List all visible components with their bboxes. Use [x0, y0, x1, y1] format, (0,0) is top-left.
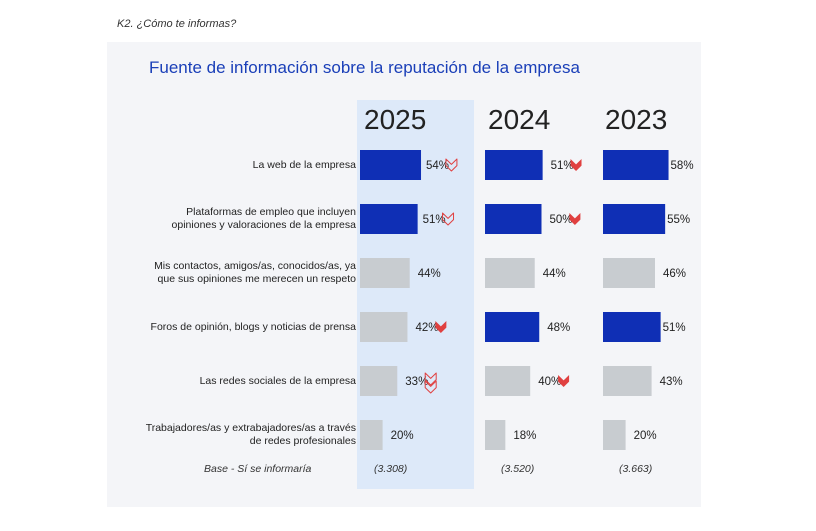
category-label-line: que sus opiniones me merecen un respeto [157, 273, 356, 285]
bar-2025-row-5 [360, 366, 398, 396]
value-label-2025-row-2: 51% [423, 214, 446, 226]
category-label-line: Las redes sociales de la empresa [199, 374, 356, 387]
value-label-2025-row-5: 33% [405, 376, 428, 388]
value-label-2024-row-4: 48% [547, 322, 570, 334]
trend-down-icon [435, 321, 447, 333]
trend-down-icon [442, 212, 455, 226]
bar-2023-row-3 [603, 258, 655, 288]
bar-2024-row-6 [485, 420, 506, 450]
bar-2024-row-1 [485, 150, 543, 180]
trend-down-icon [445, 158, 458, 172]
category-label-4: Foros de opinión, blogs y noticias de pr… [96, 321, 356, 334]
question-label: K2. ¿Cómo te informas? [117, 18, 237, 30]
base-value-2025: (3.308) [374, 463, 408, 475]
category-label-6: Trabajadores/as y extrabajadores/as a tr… [96, 422, 356, 448]
trend-down-icon [558, 375, 570, 387]
category-label-line: de redes profesionales [249, 435, 356, 447]
value-label-2025-row-1: 54% [426, 160, 449, 172]
value-label-2024-row-6: 18% [513, 430, 536, 442]
trend-down-icon [424, 372, 437, 394]
bar-2023-row-1 [603, 150, 669, 180]
base-value-2023: (3.663) [619, 463, 653, 475]
value-label-2024-row-1: 51% [551, 160, 574, 172]
value-label-2025-row-6: 20% [391, 430, 414, 442]
bar-2024-row-3 [485, 258, 535, 288]
bar-2025-row-2 [360, 204, 418, 234]
value-label-2023-row-5: 43% [660, 376, 683, 388]
bar-2025-row-4 [360, 312, 408, 342]
bar-2024-row-2 [485, 204, 542, 234]
value-label-2025-row-4: 42% [415, 322, 438, 334]
base-value-2024: (3.520) [501, 463, 535, 475]
base-label: Base - Sí se informaría [204, 463, 312, 475]
bar-2025-row-6 [360, 420, 383, 450]
category-label-line: Mis contactos, amigos/as, conocidos/as, … [154, 260, 356, 272]
bar-2024-row-4 [485, 312, 540, 342]
value-label-2024-row-3: 44% [543, 268, 566, 280]
category-label-2: Plataformas de empleo que incluyen opinio… [96, 206, 356, 232]
year-header-2025: 2025 [364, 104, 427, 135]
value-label-2023-row-2: 55% [667, 214, 690, 226]
trend-down-icon [570, 159, 582, 171]
value-label-2024-row-5: 40% [538, 376, 561, 388]
value-label-2023-row-6: 20% [634, 430, 657, 442]
category-label-line: Trabajadores/as y extrabajadores/as a tr… [145, 422, 356, 434]
trend-down-icon [569, 213, 581, 225]
value-label-2023-row-1: 58% [671, 160, 694, 172]
bar-2025-row-3 [360, 258, 410, 288]
value-label-2023-row-3: 46% [663, 268, 686, 280]
year-header-2023: 2023 [605, 104, 668, 135]
bar-2024-row-5 [485, 366, 531, 396]
category-label-1: La web de la empresa [96, 159, 356, 172]
category-label-line: Plataformas de empleo que incluyen [186, 206, 356, 218]
value-label-2023-row-4: 51% [663, 322, 686, 334]
bar-2023-row-5 [603, 366, 652, 396]
year-header-2024: 2024 [488, 104, 551, 135]
value-label-2025-row-3: 44% [418, 268, 441, 280]
category-label-3: Mis contactos, amigos/as, conocidos/as, … [96, 260, 356, 286]
category-label-5: Las redes sociales de la empresa [96, 375, 356, 388]
bar-2023-row-2 [603, 204, 666, 234]
bar-2025-row-1 [360, 150, 422, 180]
bar-2023-row-6 [603, 420, 626, 450]
value-label-2024-row-2: 50% [550, 214, 573, 226]
category-label-line: opiniones y valoraciones de la empresa [171, 219, 356, 231]
category-label-line: Foros de opinión, blogs y noticias de pr… [150, 320, 356, 333]
bar-2023-row-4 [603, 312, 661, 342]
chart-title: Fuente de información sobre la reputació… [149, 58, 580, 77]
category-label-line: La web de la empresa [252, 158, 356, 171]
